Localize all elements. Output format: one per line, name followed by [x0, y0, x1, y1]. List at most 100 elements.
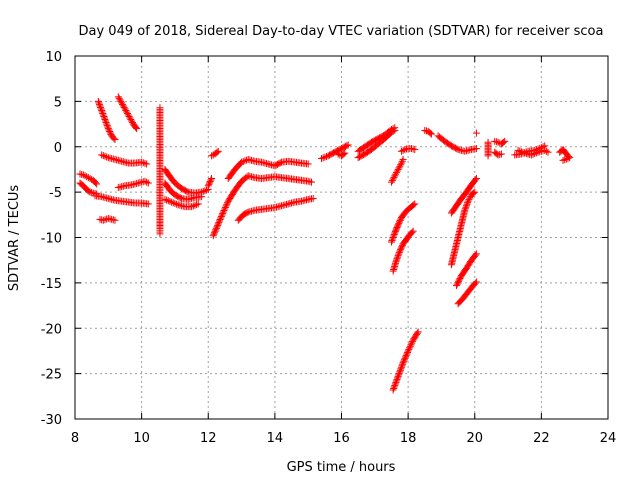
interp-point: [143, 178, 151, 186]
interp-point: [99, 152, 107, 160]
interp-point: [221, 205, 229, 213]
series-b5: [208, 147, 222, 160]
interp-point: [391, 380, 399, 388]
interp-point: [455, 277, 463, 285]
interp-point: [102, 119, 110, 127]
data-point: [144, 179, 152, 187]
series-e3: [387, 200, 419, 246]
data-point: [111, 216, 119, 224]
y-tick-label: -20: [41, 322, 62, 337]
interp-point: [119, 102, 127, 110]
interp-point: [209, 232, 217, 240]
y-tick-label: -25: [41, 368, 62, 383]
interp-point: [389, 386, 397, 394]
series-b1: [161, 165, 212, 197]
interp-point: [391, 381, 399, 389]
data-point: [559, 156, 567, 164]
interp-point: [110, 134, 118, 142]
interp-point: [104, 123, 112, 131]
interp-point: [84, 174, 92, 182]
interp-point: [98, 151, 106, 159]
interp-point: [183, 187, 191, 195]
interp-point: [455, 276, 463, 284]
interp-point: [214, 221, 222, 229]
interp-point: [138, 158, 146, 166]
interp-point: [462, 203, 470, 211]
interp-point: [224, 199, 232, 207]
interp-point: [394, 221, 402, 229]
interp-point: [319, 154, 327, 162]
interp-point: [389, 235, 397, 243]
interp-point: [92, 179, 100, 187]
interp-point: [241, 157, 249, 165]
interp-point: [400, 357, 408, 365]
interp-point: [399, 359, 407, 367]
interp-point: [396, 162, 404, 170]
interp-point: [519, 148, 527, 156]
series-g3: [491, 148, 505, 159]
interp-point: [86, 175, 94, 183]
series-a1: [76, 179, 101, 198]
interp-point: [400, 356, 408, 364]
interp-point: [121, 105, 129, 113]
y-tick-label: 0: [54, 141, 62, 156]
interp-point: [99, 111, 107, 119]
series-g6: [556, 145, 574, 164]
data-point: [144, 200, 152, 208]
chart-title: Day 049 of 2018, Sidereal Day-to-day VTE…: [79, 24, 604, 39]
interp-point: [562, 155, 570, 163]
interp-point: [81, 172, 89, 180]
interp-point: [561, 156, 569, 164]
interp-point: [213, 223, 221, 231]
interp-point: [100, 114, 108, 122]
interp-point: [118, 100, 126, 108]
interp-point: [395, 371, 403, 379]
series-c3: [234, 194, 317, 224]
interp-point: [318, 155, 326, 163]
interp-point: [106, 128, 114, 136]
data-point: [344, 141, 352, 149]
interp-point: [564, 154, 572, 162]
interp-point: [188, 203, 196, 211]
interp-point: [396, 246, 404, 254]
interp-point: [118, 99, 126, 107]
axis-ticks: [74, 55, 609, 420]
interp-point: [399, 146, 407, 154]
interp-point: [206, 177, 214, 185]
data-point: [409, 227, 417, 235]
series-a4: [94, 97, 119, 143]
data-point: [308, 178, 316, 186]
interp-point: [79, 171, 87, 179]
interp-point: [399, 360, 407, 368]
interp-point: [221, 203, 229, 211]
interp-point: [117, 97, 125, 105]
interp-point: [321, 153, 329, 161]
interp-point: [189, 202, 197, 210]
interp-point: [466, 194, 474, 202]
interp-point: [394, 165, 402, 173]
x-tick-label: 20: [466, 431, 483, 446]
data-point: [544, 148, 552, 156]
interp-point: [99, 216, 107, 224]
interp-point: [97, 105, 105, 113]
interp-point: [426, 129, 434, 137]
interp-point: [103, 122, 111, 130]
interp-point: [211, 227, 219, 235]
interp-point: [95, 99, 103, 107]
interp-point: [212, 224, 220, 232]
series-a2: [76, 170, 101, 188]
series-e5: [389, 328, 422, 394]
interp-point: [392, 169, 400, 177]
interp-point: [542, 147, 550, 155]
data-point: [411, 200, 419, 208]
x-axis-label: GPS time / hours: [287, 460, 396, 475]
x-tick-label: 10: [133, 431, 150, 446]
interp-point: [393, 255, 401, 263]
interp-point: [213, 148, 221, 156]
x-tick-label: 18: [400, 431, 417, 446]
interp-point: [390, 384, 398, 392]
interp-point: [471, 279, 479, 287]
interp-point: [527, 151, 535, 159]
interp-point: [206, 179, 214, 187]
interp-point: [204, 182, 212, 190]
